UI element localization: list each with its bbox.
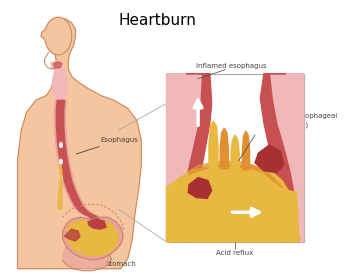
Text: Inflamed esophagus: Inflamed esophagus [196, 63, 267, 69]
Polygon shape [54, 62, 62, 68]
Polygon shape [63, 217, 123, 260]
Polygon shape [167, 74, 203, 242]
Ellipse shape [60, 143, 62, 148]
Text: Stomach: Stomach [94, 255, 136, 267]
Polygon shape [66, 220, 119, 256]
Polygon shape [63, 247, 110, 269]
Ellipse shape [60, 159, 62, 164]
Polygon shape [260, 74, 299, 242]
Ellipse shape [45, 17, 72, 55]
Polygon shape [231, 135, 239, 170]
Polygon shape [52, 69, 68, 101]
Polygon shape [189, 161, 282, 188]
Polygon shape [167, 165, 299, 242]
Polygon shape [57, 101, 99, 219]
Polygon shape [58, 165, 62, 209]
Text: Esophagus: Esophagus [76, 137, 138, 154]
Polygon shape [174, 74, 212, 242]
Text: Open lower esophageal
sphincter (LES): Open lower esophageal sphincter (LES) [255, 113, 337, 128]
Polygon shape [88, 219, 106, 229]
Polygon shape [41, 29, 48, 39]
Polygon shape [269, 74, 304, 242]
Text: Acid reflux: Acid reflux [217, 250, 254, 256]
Polygon shape [18, 18, 141, 269]
Polygon shape [209, 121, 218, 171]
Polygon shape [220, 128, 228, 169]
Polygon shape [54, 101, 101, 219]
Polygon shape [51, 61, 63, 69]
Polygon shape [188, 178, 212, 199]
Bar [167, 74, 304, 242]
Polygon shape [255, 145, 284, 173]
Polygon shape [242, 131, 249, 170]
Polygon shape [65, 229, 80, 241]
Text: Heartburn: Heartburn [119, 13, 196, 28]
Ellipse shape [60, 175, 62, 180]
